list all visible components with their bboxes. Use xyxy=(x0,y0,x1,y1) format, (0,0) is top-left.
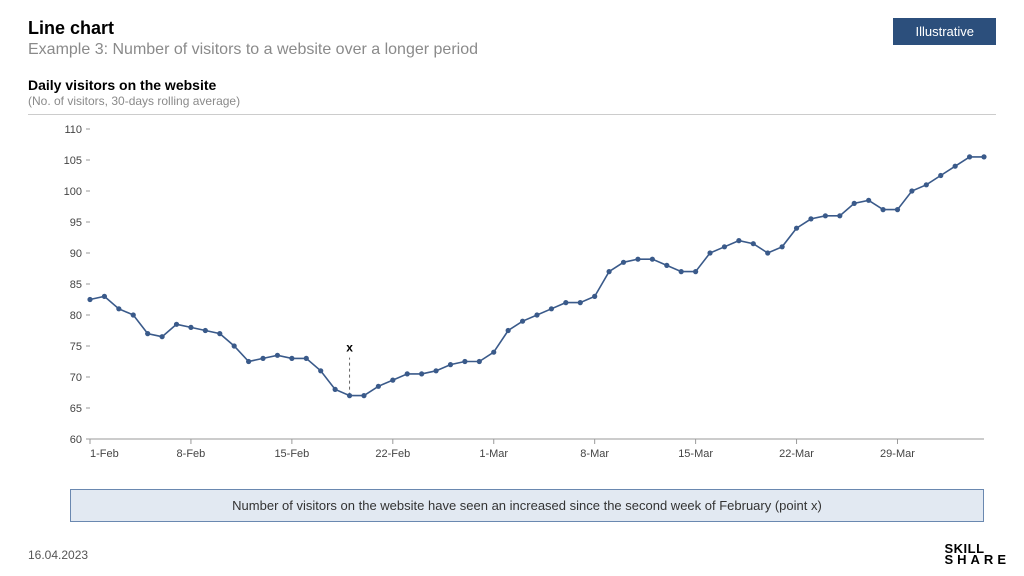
svg-text:85: 85 xyxy=(70,279,82,291)
svg-text:x: x xyxy=(346,341,353,355)
svg-text:29-Mar: 29-Mar xyxy=(880,448,915,460)
footer-date: 16.04.2023 xyxy=(28,548,88,562)
illustrative-badge: Illustrative xyxy=(893,18,996,45)
svg-text:65: 65 xyxy=(70,403,82,415)
svg-text:8-Feb: 8-Feb xyxy=(177,448,206,460)
svg-text:15-Mar: 15-Mar xyxy=(678,448,713,460)
svg-text:95: 95 xyxy=(70,217,82,229)
svg-text:110: 110 xyxy=(64,124,82,136)
chart-svg: 60 65 70 75 80 85 90 95 100 105 110 1-Feb 8-Feb 15-Fe… xyxy=(28,119,996,469)
page-subtitle: Example 3: Number of visitors to a websi… xyxy=(28,41,478,59)
svg-text:1-Feb: 1-Feb xyxy=(90,448,119,460)
svg-text:1-Mar: 1-Mar xyxy=(479,448,508,460)
page-root: Line chart Example 3: Number of visitors… xyxy=(0,0,1024,576)
svg-text:22-Mar: 22-Mar xyxy=(779,448,814,460)
svg-text:90: 90 xyxy=(70,248,82,260)
caption-box: Number of visitors on the website have s… xyxy=(70,489,984,522)
svg-text:80: 80 xyxy=(70,310,82,322)
brand-line2: SHARE xyxy=(944,554,1010,566)
chart-subtitle: (No. of visitors, 30-days rolling averag… xyxy=(28,94,996,108)
svg-text:70: 70 xyxy=(70,372,82,384)
svg-text:8-Mar: 8-Mar xyxy=(580,448,609,460)
svg-text:100: 100 xyxy=(64,186,82,198)
svg-text:60: 60 xyxy=(70,434,82,446)
svg-text:15-Feb: 15-Feb xyxy=(274,448,309,460)
chart-title: Daily visitors on the website xyxy=(28,77,996,93)
divider xyxy=(28,114,996,115)
svg-text:105: 105 xyxy=(64,155,82,167)
page-title: Line chart xyxy=(28,18,478,39)
brand-logo: SKILL SHARE xyxy=(944,543,1010,566)
header-row: Line chart Example 3: Number of visitors… xyxy=(28,18,996,59)
svg-text:75: 75 xyxy=(70,341,82,353)
svg-text:22-Feb: 22-Feb xyxy=(375,448,410,460)
title-block: Line chart Example 3: Number of visitors… xyxy=(28,18,478,59)
line-chart: 60 65 70 75 80 85 90 95 100 105 110 1-Feb 8-Feb 15-Fe… xyxy=(28,119,996,489)
